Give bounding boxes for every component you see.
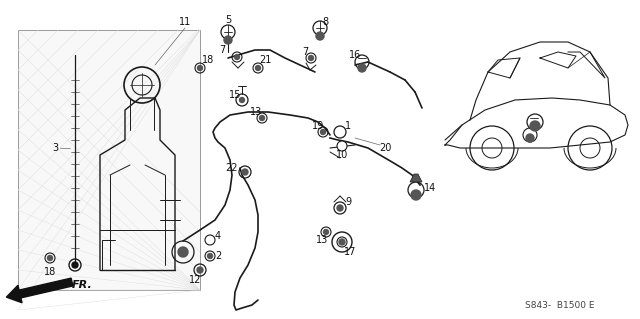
Circle shape [339, 239, 345, 245]
Text: 19: 19 [312, 121, 324, 131]
Circle shape [207, 254, 212, 258]
Circle shape [178, 247, 188, 257]
Circle shape [316, 32, 324, 40]
Circle shape [526, 134, 534, 142]
Circle shape [197, 267, 203, 273]
Circle shape [308, 56, 314, 61]
Text: 12: 12 [189, 275, 201, 285]
Circle shape [198, 65, 202, 70]
Text: 3: 3 [52, 143, 58, 153]
Text: 21: 21 [259, 55, 271, 65]
Text: 20: 20 [379, 143, 391, 153]
Circle shape [411, 190, 421, 200]
Text: 7: 7 [302, 47, 308, 57]
Text: 1: 1 [345, 121, 351, 131]
Circle shape [259, 115, 264, 121]
Circle shape [239, 98, 244, 102]
Text: S843-  B1500 E: S843- B1500 E [525, 300, 595, 309]
Circle shape [321, 130, 326, 135]
Circle shape [334, 126, 346, 138]
Polygon shape [410, 174, 422, 182]
Text: 18: 18 [202, 55, 214, 65]
Circle shape [255, 65, 260, 70]
Text: 11: 11 [179, 17, 191, 27]
Text: 9: 9 [345, 197, 351, 207]
Text: 13: 13 [316, 235, 328, 245]
Circle shape [242, 169, 248, 175]
Circle shape [530, 121, 540, 131]
Text: 10: 10 [336, 150, 348, 160]
Text: 18: 18 [44, 267, 56, 277]
Text: 5: 5 [225, 15, 231, 25]
Circle shape [358, 64, 366, 72]
Text: FR.: FR. [72, 280, 92, 290]
Text: 8: 8 [322, 17, 328, 27]
Text: 22: 22 [226, 163, 238, 173]
Polygon shape [18, 30, 200, 290]
Text: 4: 4 [215, 231, 221, 241]
Text: 16: 16 [349, 50, 361, 60]
Text: 7: 7 [219, 45, 225, 55]
Text: 13: 13 [250, 107, 262, 117]
Circle shape [323, 229, 328, 234]
Circle shape [337, 205, 343, 211]
Circle shape [72, 262, 78, 268]
Circle shape [337, 141, 347, 151]
Circle shape [234, 55, 239, 60]
Text: 14: 14 [424, 183, 436, 193]
Text: 17: 17 [344, 247, 356, 257]
Circle shape [224, 36, 232, 44]
Text: 15: 15 [229, 90, 241, 100]
FancyArrow shape [6, 278, 73, 303]
Circle shape [47, 256, 52, 261]
Text: 2: 2 [215, 251, 221, 261]
